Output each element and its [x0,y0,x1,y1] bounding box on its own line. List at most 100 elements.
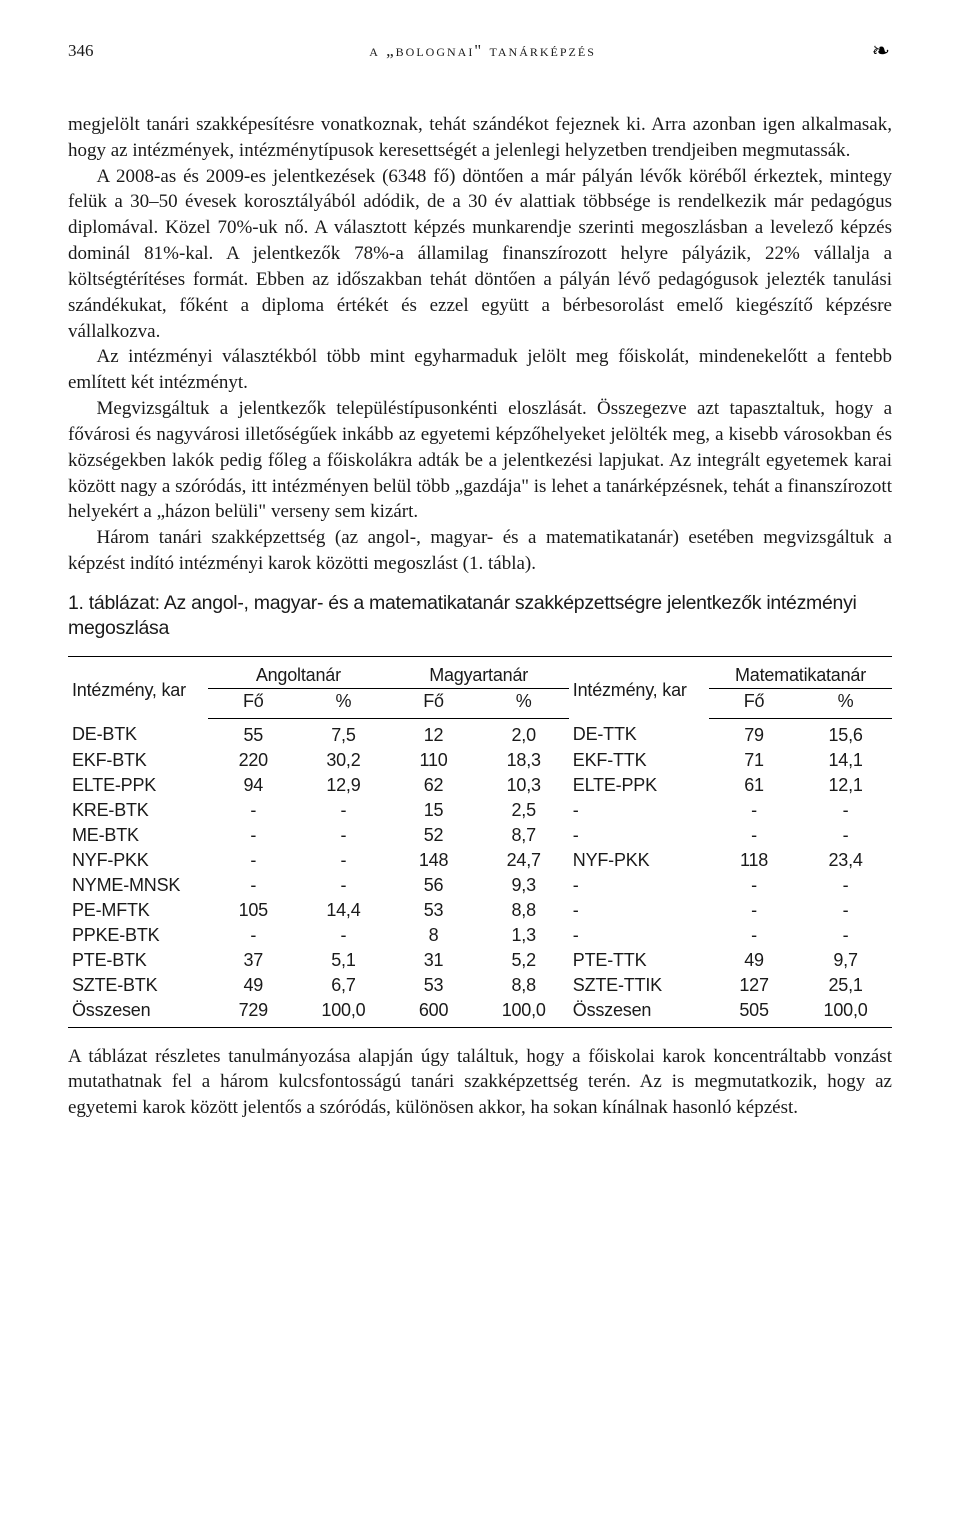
table-cell: 9,7 [799,948,892,973]
table-cell: ELTE-PPK [68,773,208,798]
table-cell: 53 [389,973,479,998]
col-subheader: Fő [208,688,298,718]
table-cell: 14,1 [799,748,892,773]
after-table-text: A táblázat részletes tanulmányozása alap… [68,1044,892,1121]
table-cell: - [298,923,388,948]
table-cell: - [569,873,709,898]
table-cell: - [799,923,892,948]
col-header: Magyartanár [389,656,569,688]
col-subheader: % [799,688,892,718]
table-cell: 6,7 [298,973,388,998]
table-cell: 100,0 [298,998,388,1028]
table-cell: Összesen [569,998,709,1028]
table-cell: KRE-BTK [68,798,208,823]
table-cell: - [799,823,892,848]
table-cell: 2,5 [479,798,569,823]
table-cell: 71 [709,748,799,773]
table-cell: PTE-BTK [68,948,208,973]
paragraph: Megvizsgáltuk a jelentkezők településtíp… [68,396,892,525]
table-cell: ME-BTK [68,823,208,848]
running-header: 346 a „bolognai" tanárképzés ❧ [68,38,892,64]
table-row: SZTE-BTK496,7538,8SZTE-TTIK12725,1 [68,973,892,998]
table-cell: - [569,923,709,948]
table-cell: - [709,898,799,923]
table-cell: 100,0 [799,998,892,1028]
table-row: PE-MFTK10514,4538,8--- [68,898,892,923]
table-cell: - [298,848,388,873]
col-header: Intézmény, kar [68,656,208,718]
col-subheader: % [479,688,569,718]
table-cell: 8,8 [479,973,569,998]
table-cell: - [799,798,892,823]
table-cell: 1,3 [479,923,569,948]
table-cell: 23,4 [799,848,892,873]
paragraph: A táblázat részletes tanulmányozása alap… [68,1044,892,1121]
table-cell: 9,3 [479,873,569,898]
paragraph: Az intézményi választékból több mint egy… [68,344,892,396]
table-cell: - [208,823,298,848]
table-cell: 8,7 [479,823,569,848]
table-cell: - [298,873,388,898]
table-cell: 61 [709,773,799,798]
table-cell: 12,9 [298,773,388,798]
table-cell: 79 [709,718,799,748]
table-cell: 5,1 [298,948,388,973]
table-cell: - [709,923,799,948]
col-header: Intézmény, kar [569,656,709,718]
table-cell: 118 [709,848,799,873]
table-cell: 12 [389,718,479,748]
table-row: Összesen729100,0600100,0Összesen505100,0 [68,998,892,1028]
table-cell: 127 [709,973,799,998]
table-cell: - [799,873,892,898]
table-cell: 25,1 [799,973,892,998]
table-cell: EKF-BTK [68,748,208,773]
table-caption: 1. táblázat: Az angol-, magyar- és a mat… [68,591,892,642]
table-cell: 15 [389,798,479,823]
body-text: megjelölt tanári szakképesítésre vonatko… [68,112,892,577]
table-cell: 94 [208,773,298,798]
table-cell: 30,2 [298,748,388,773]
table-cell: PE-MFTK [68,898,208,923]
table-cell: 52 [389,823,479,848]
table-cell: 8 [389,923,479,948]
table-row: KRE-BTK--152,5--- [68,798,892,823]
table-cell: NYF-PKK [569,848,709,873]
table-cell: PPKE-BTK [68,923,208,948]
table-cell: 110 [389,748,479,773]
table-cell: - [569,898,709,923]
running-title: a „bolognai" tanárképzés [94,41,872,61]
table-cell: 10,3 [479,773,569,798]
table-row: PPKE-BTK--81,3--- [68,923,892,948]
table-cell: 18,3 [479,748,569,773]
table-cell: 105 [208,898,298,923]
table-cell: 148 [389,848,479,873]
table-cell: SZTE-TTIK [569,973,709,998]
table-row: ELTE-PPK9412,96210,3ELTE-PPK6112,1 [68,773,892,798]
table-cell: - [208,798,298,823]
table-cell: Összesen [68,998,208,1028]
table-row: ME-BTK--528,7--- [68,823,892,848]
table-cell: 100,0 [479,998,569,1028]
table-cell: - [569,823,709,848]
table-cell: - [709,873,799,898]
table-cell: - [709,823,799,848]
table-row: NYME-MNSK--569,3--- [68,873,892,898]
paragraph: megjelölt tanári szakképesítésre vonatko… [68,112,892,164]
table-cell: 729 [208,998,298,1028]
table-cell: 49 [709,948,799,973]
table-cell: - [799,898,892,923]
table-cell: - [298,798,388,823]
table-row: NYF-PKK--14824,7NYF-PKK11823,4 [68,848,892,873]
table-cell: SZTE-BTK [68,973,208,998]
table-cell: - [208,923,298,948]
table-cell: 49 [208,973,298,998]
col-header: Angoltanár [208,656,388,688]
table-cell: 56 [389,873,479,898]
table-cell: 600 [389,998,479,1028]
table-cell: - [709,798,799,823]
table-cell: DE-TTK [569,718,709,748]
table-cell: 8,8 [479,898,569,923]
table-cell: - [569,798,709,823]
table-cell: 37 [208,948,298,973]
table-cell: 505 [709,998,799,1028]
